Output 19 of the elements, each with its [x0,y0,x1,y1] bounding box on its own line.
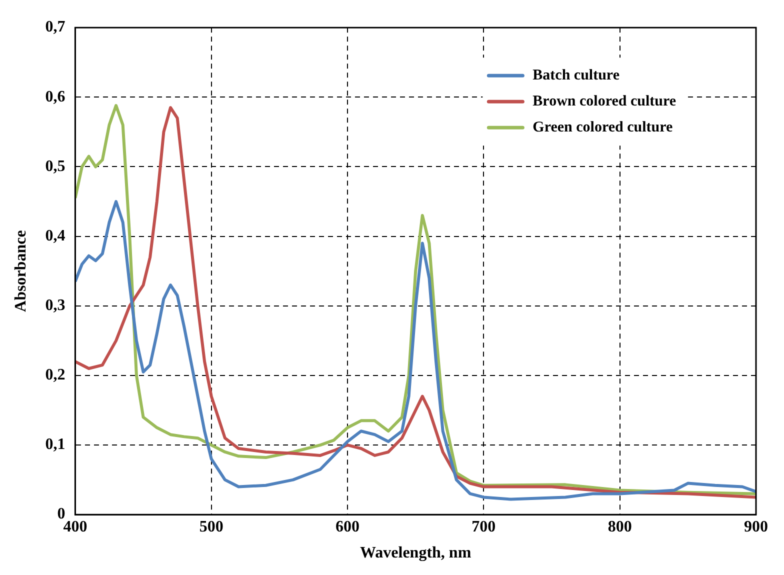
y-tick-label: 0,2 [45,366,66,384]
y-tick-label: 0,6 [45,88,66,106]
legend-label: Green colored culture [532,119,673,136]
x-tick-label: 400 [63,518,88,536]
y-tick-label: 0,4 [45,227,66,244]
y-tick-label: 0,1 [45,436,66,454]
x-tick-label: 800 [608,518,632,536]
legend-label: Batch culture [532,67,620,84]
x-tick-label: 700 [472,518,496,536]
x-tick-label: 500 [199,518,224,536]
y-axis-title: Absorbance [12,230,30,312]
y-tick-label: 0 [57,506,66,523]
x-tick-label: 600 [336,518,360,536]
legend-label: Brown colored culture [532,93,676,110]
y-tick-label: 0,5 [45,158,66,175]
y-tick-label: 0,7 [45,18,66,36]
x-tick-label: 900 [744,518,768,536]
y-tick-label: 0,3 [45,297,66,314]
x-axis-title: Wavelength, nm [360,544,472,562]
